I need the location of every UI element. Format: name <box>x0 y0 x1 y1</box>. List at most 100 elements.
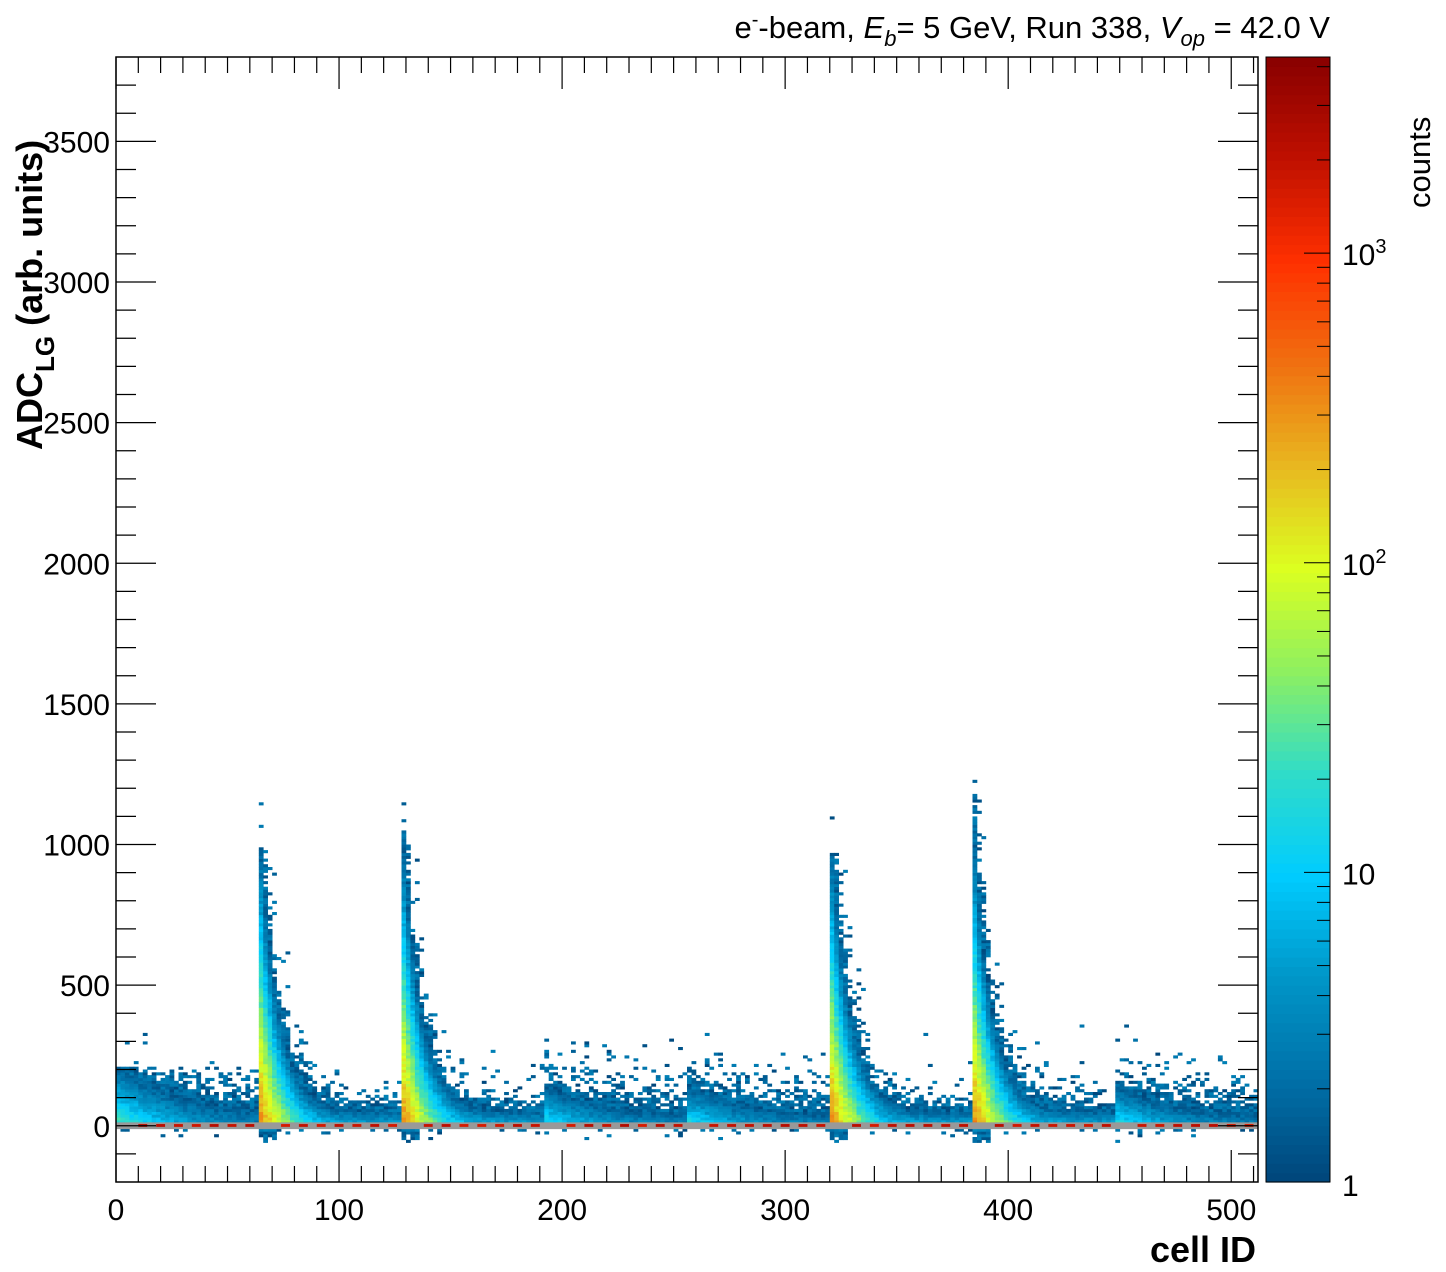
heatmap-bin <box>120 1072 126 1076</box>
heatmap-bin <box>829 1016 835 1020</box>
heatmap-bin <box>1008 1114 1013 1118</box>
heatmap-bin <box>133 1114 139 1118</box>
heatmap-bin <box>959 1114 964 1118</box>
heatmap-bin <box>905 1114 911 1118</box>
heatmap-bin <box>281 1083 286 1087</box>
heatmap-bin <box>178 1089 184 1093</box>
heatmap-bin <box>307 1106 313 1110</box>
heatmap-bin <box>414 1063 420 1067</box>
heatmap-bin <box>972 1049 978 1053</box>
heatmap-bin <box>263 1024 268 1028</box>
heatmap-bin <box>985 1092 991 1096</box>
heatmap-bin <box>303 1075 309 1079</box>
heatmap-bin <box>406 1075 411 1079</box>
heatmap-bin <box>432 1106 438 1110</box>
heatmap-bin <box>834 1080 839 1084</box>
heatmap-bin <box>1097 1089 1103 1093</box>
heatmap-bin <box>642 1089 648 1093</box>
heatmap-bin <box>972 1086 978 1090</box>
heatmap-bin <box>789 1128 795 1132</box>
heatmap-bin <box>660 1094 665 1098</box>
heatmap-bin <box>263 954 268 958</box>
heatmap-bin <box>294 1100 300 1104</box>
heatmap-bin <box>281 1080 286 1084</box>
heatmap-bin <box>267 1027 273 1031</box>
heatmap-bin <box>624 1108 630 1112</box>
heatmap-bin <box>312 1092 318 1096</box>
heatmap-bin <box>1159 1100 1165 1104</box>
heatmap-bin <box>829 1024 835 1028</box>
heatmap-bin <box>1061 1120 1067 1124</box>
heatmap-bin <box>334 1092 340 1096</box>
heatmap-bin <box>209 1061 215 1065</box>
heatmap-bin <box>972 903 978 907</box>
heatmap-bin <box>606 1097 612 1101</box>
heatmap-bin <box>263 1111 268 1115</box>
heatmap-bin <box>838 1072 844 1076</box>
heatmap-bin <box>406 987 411 991</box>
heatmap-bin <box>847 1069 853 1073</box>
heatmap-bin <box>530 1117 536 1121</box>
heatmap-bin <box>829 878 835 882</box>
heatmap-bin <box>1070 1114 1076 1118</box>
heatmap-bin <box>838 1032 844 1036</box>
heatmap-bin <box>410 990 416 994</box>
heatmap-bin <box>401 917 407 921</box>
heatmap-bin <box>223 1092 228 1096</box>
heatmap-bin <box>138 1097 144 1101</box>
heatmap-bin <box>753 1111 759 1115</box>
heatmap-bin <box>401 1021 407 1025</box>
heatmap-bin <box>120 1066 126 1070</box>
heatmap-bin <box>414 1108 420 1112</box>
heatmap-bin <box>588 1117 594 1121</box>
heatmap-bin <box>455 1097 460 1101</box>
heatmap-bin <box>1106 1108 1112 1112</box>
heatmap-bin <box>205 1092 210 1096</box>
heatmap-bin <box>419 1013 425 1017</box>
heatmap-bin <box>432 1086 438 1090</box>
heatmap-bin <box>981 923 987 927</box>
heatmap-bin <box>298 1092 304 1096</box>
heatmap-bin <box>834 1114 839 1118</box>
heatmap-bin <box>419 1024 425 1028</box>
heatmap-bin <box>1043 1106 1049 1110</box>
heatmap-bin <box>432 1083 438 1087</box>
heatmap-bin <box>441 1092 447 1096</box>
heatmap-bin <box>731 1089 737 1093</box>
heatmap-bin <box>124 1100 130 1104</box>
heatmap-bin <box>1146 1063 1152 1067</box>
heatmap-bin <box>419 1052 425 1056</box>
heatmap-bin <box>281 1092 286 1096</box>
heatmap-bin <box>481 1080 487 1084</box>
heatmap-bin <box>985 1069 991 1073</box>
heatmap-bin <box>999 1072 1005 1076</box>
heatmap-bin <box>566 1097 572 1101</box>
heatmap-bin <box>419 1038 425 1042</box>
heatmap-bin <box>990 1047 996 1051</box>
heatmap-bin <box>1003 1089 1009 1093</box>
heatmap-bin <box>218 1080 224 1084</box>
heatmap-bin <box>267 1075 273 1079</box>
heatmap-bin <box>1035 1041 1040 1045</box>
heatmap-bin <box>642 1103 648 1107</box>
heatmap-bin <box>838 1066 844 1070</box>
heatmap-bin <box>1204 1092 1210 1096</box>
heatmap-bin <box>303 1097 309 1101</box>
heatmap-bin <box>129 1066 135 1070</box>
heatmap-bin <box>1186 1100 1192 1104</box>
heatmap-bin <box>972 1030 978 1034</box>
heatmap-bin <box>981 1004 987 1008</box>
heatmap-bin <box>816 1100 822 1104</box>
heatmap-bin <box>557 1120 563 1124</box>
heatmap-bin <box>1030 1103 1036 1107</box>
heatmap-bin <box>1124 1103 1129 1107</box>
heatmap-bin <box>829 985 835 989</box>
heatmap-bin <box>615 1103 621 1107</box>
heatmap-bin <box>1026 1103 1031 1107</box>
heatmap-bin <box>1208 1089 1214 1093</box>
heatmap-bin <box>852 1018 857 1022</box>
heatmap-bin <box>267 1111 273 1115</box>
heatmap-bin <box>356 1106 362 1110</box>
heatmap-bin <box>196 1080 202 1084</box>
heatmap-bin <box>258 900 264 904</box>
